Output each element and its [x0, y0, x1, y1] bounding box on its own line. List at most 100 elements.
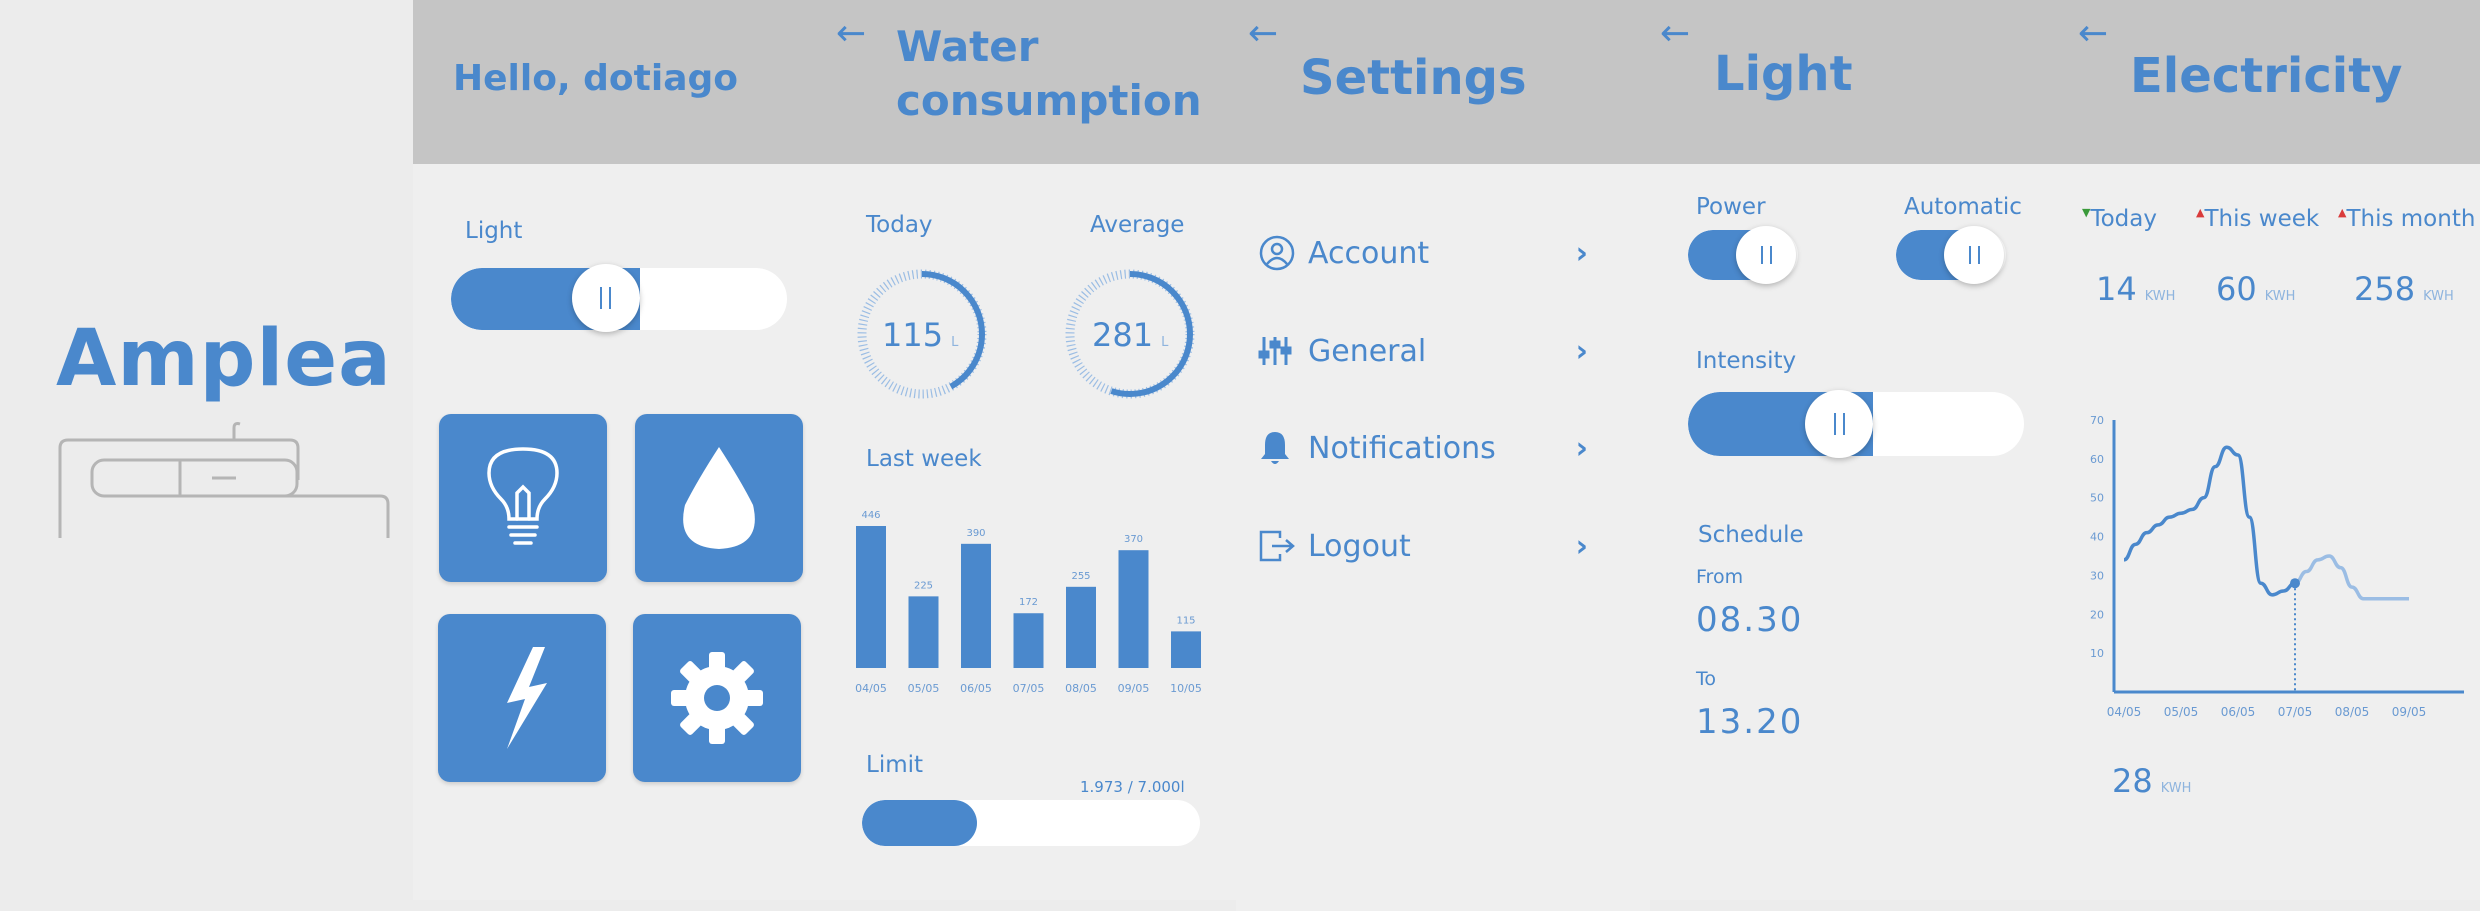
settings-tile-button[interactable]: [633, 614, 801, 782]
month-kwh-value: 258 KWH: [2354, 270, 2454, 308]
electricity-line-chart: 10 20 30 40 50 60 70 04/05 05/05 06/05 07/05 08/05 0…: [2090, 414, 2464, 719]
electricity-title: Electricity: [2130, 48, 2403, 104]
light-header: [1650, 0, 2064, 164]
y-tick-label: 40: [2090, 531, 2104, 544]
x-tick-label: 05/05: [2164, 705, 2199, 719]
bar: [908, 596, 939, 668]
today-value: 115 L: [882, 316, 959, 354]
settings-header: [1236, 0, 1650, 164]
light-title: Light: [1714, 46, 1853, 102]
today-gauge: [857, 269, 987, 399]
average-gauge: [1065, 269, 1195, 399]
back-arrow-icon[interactable]: ←: [1660, 13, 1691, 54]
gear-icon: [671, 652, 763, 744]
automatic-label: Automatic: [1904, 194, 2022, 220]
bar-value-label: 172: [1019, 597, 1038, 608]
water-header: [826, 0, 1236, 164]
period-today[interactable]: ▼Today: [2082, 206, 2157, 232]
y-tick-label: 30: [2090, 569, 2104, 582]
x-tick-label: 06/05: [2221, 705, 2256, 719]
power-toggle-knob[interactable]: [1736, 226, 1796, 284]
chevron-right-icon: ›: [1575, 333, 1588, 369]
trend-up-icon: ▲: [2196, 206, 2205, 219]
x-tick-label: 04/05: [855, 682, 887, 695]
light-label: Light: [465, 218, 523, 244]
y-tick-label: 70: [2090, 414, 2104, 427]
water-tile-button[interactable]: [635, 414, 803, 582]
light-slider-knob[interactable]: [571, 264, 640, 332]
chevron-right-icon: ›: [1575, 235, 1588, 271]
lightning-bolt-icon: [507, 647, 547, 749]
user-circle-icon: [1259, 235, 1295, 271]
settings-item-label: General: [1308, 333, 1427, 369]
x-tick-label: 04/05: [2107, 705, 2142, 719]
settings-item-label: Account: [1308, 235, 1430, 271]
limit-label: Limit: [866, 752, 924, 778]
x-tick-label: 06/05: [960, 682, 992, 695]
lightbulb-icon: [487, 447, 559, 545]
electricity-tile-button[interactable]: [438, 614, 606, 782]
app-logo-text: Amplea: [56, 314, 392, 404]
average-label: Average: [1090, 212, 1185, 238]
x-tick-label: 09/05: [2392, 705, 2427, 719]
x-tick-label: 07/05: [2278, 705, 2313, 719]
selected-kwh-value: 28 KWH: [2112, 762, 2192, 800]
splash-screen: Amplea: [0, 0, 413, 900]
x-tick-label: 07/05: [1013, 682, 1045, 695]
today-kwh-value: 14 KWH: [2096, 270, 2176, 308]
period-this-week[interactable]: ▲This week: [2196, 206, 2320, 232]
bar-value-label: 390: [966, 528, 985, 539]
bar: [856, 526, 886, 668]
light-tile-button[interactable]: [439, 414, 607, 582]
trend-up-icon: ▲: [2338, 206, 2347, 219]
to-time-value[interactable]: 13.20: [1696, 702, 1804, 742]
settings-screen: ← Settings: [1236, 0, 1650, 911]
bar-value-label: 255: [1071, 571, 1090, 582]
bell-icon: [1261, 432, 1289, 464]
water-title-line2: consumption: [896, 76, 1202, 125]
x-tick-label: 08/05: [2335, 705, 2370, 719]
limit-text: 1.973 / 7.000l: [1080, 778, 1185, 796]
settings-item-general[interactable]: General ›: [1258, 326, 1588, 376]
water-title-line1: Water: [896, 22, 1039, 71]
greeting-title: Hello, dotiago: [453, 58, 739, 99]
water-bar-chart: 446 04/05 225 05/05 390 06/05 172 07/05 255 08/05…: [855, 510, 1202, 695]
x-tick-label: 10/05: [1170, 682, 1202, 695]
line-series-past: [2123, 445, 2296, 597]
electricity-screen: ← Electricity ▼Today ▲This week ▲This mo…: [2064, 0, 2480, 900]
x-tick-label: 05/05: [908, 682, 940, 695]
y-tick-label: 20: [2090, 608, 2104, 621]
highlight-point[interactable]: [2290, 578, 2300, 589]
last-week-label: Last week: [866, 446, 982, 472]
bar-value-label: 115: [1176, 615, 1195, 626]
y-tick-label: 50: [2090, 492, 2104, 505]
back-arrow-icon[interactable]: ←: [2078, 13, 2109, 54]
water-screen: ← Water consumption Today Average 115 L 2…: [826, 0, 1236, 900]
back-arrow-icon[interactable]: ←: [1248, 13, 1279, 54]
settings-item-label: Logout: [1308, 528, 1411, 564]
y-tick-label: 10: [2090, 647, 2104, 660]
from-time-value[interactable]: 08.30: [1696, 600, 1804, 640]
settings-item-account[interactable]: Account ›: [1258, 228, 1588, 278]
bar: [961, 543, 991, 668]
home-header: [413, 0, 826, 164]
chevron-right-icon: ›: [1575, 430, 1588, 466]
automatic-toggle-knob[interactable]: [1944, 226, 2004, 284]
x-tick-label: 08/05: [1065, 682, 1097, 695]
trend-down-icon: ▼: [2082, 206, 2091, 219]
today-label: Today: [866, 212, 933, 238]
settings-title: Settings: [1300, 50, 1527, 106]
week-kwh-value: 60 KWH: [2216, 270, 2296, 308]
bar-value-label: 446: [861, 510, 880, 521]
settings-item-label: Notifications: [1308, 430, 1496, 466]
limit-progress-fill: [862, 800, 977, 846]
bar: [1013, 613, 1044, 668]
bar: [1066, 586, 1096, 668]
back-arrow-icon[interactable]: ←: [836, 13, 867, 54]
period-this-month[interactable]: ▲This month: [2338, 206, 2476, 232]
light-screen: ← Light Power Automatic Intensity Schedu…: [1650, 0, 2064, 900]
settings-item-logout[interactable]: Logout ›: [1258, 521, 1588, 571]
water-drop-icon: [683, 447, 755, 549]
settings-item-notifications[interactable]: Notifications ›: [1258, 423, 1588, 473]
intensity-slider-knob[interactable]: [1805, 390, 1874, 458]
